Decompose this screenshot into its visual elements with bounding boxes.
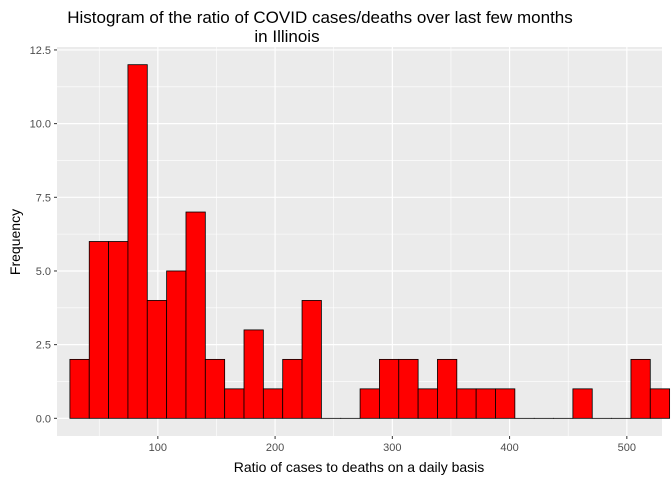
histogram-bar [89,242,108,419]
y-axis-title: Frequency [7,209,23,275]
y-tick-label: 0.0 [36,413,51,425]
histogram-bar [476,389,495,418]
histogram-bar [302,300,321,418]
histogram-bar [147,300,166,418]
x-tick-label: 100 [149,442,167,454]
y-tick-label: 2.5 [36,340,51,352]
chart-title-line-2: in Illinois [254,27,319,46]
histogram-bar [167,271,186,418]
y-tick-label: 7.5 [36,192,51,204]
histogram-bar [244,330,263,418]
histogram-bar [205,359,224,418]
histogram-bar [437,359,456,418]
x-axis-title: Ratio of cases to deaths on a daily basi… [234,459,485,475]
histogram-bar [496,389,515,418]
histogram-bar [109,242,128,419]
histogram-bar [283,359,302,418]
y-tick-label: 10.0 [30,119,51,131]
x-tick-label: 400 [500,442,518,454]
histogram-bar [225,389,244,418]
histogram-bar [70,359,89,418]
histogram-bar [379,359,398,418]
x-tick-label: 500 [618,442,636,454]
histogram-bar [186,212,205,418]
histogram-bar [631,359,650,418]
histogram-bar [418,389,437,418]
histogram-bar [399,359,418,418]
histogram-bar [457,389,476,418]
x-tick-label: 300 [383,442,401,454]
y-tick-label: 5.0 [36,266,51,278]
histogram-bar [263,389,282,418]
histogram-bar [650,389,669,418]
x-tick-label: 200 [266,442,284,454]
histogram-bar [128,65,147,419]
histogram-bar [360,389,379,418]
histogram-bar [573,389,592,418]
chart-title-line-1: Histogram of the ratio of COVID cases/de… [67,8,573,27]
y-tick-label: 12.5 [30,45,51,57]
